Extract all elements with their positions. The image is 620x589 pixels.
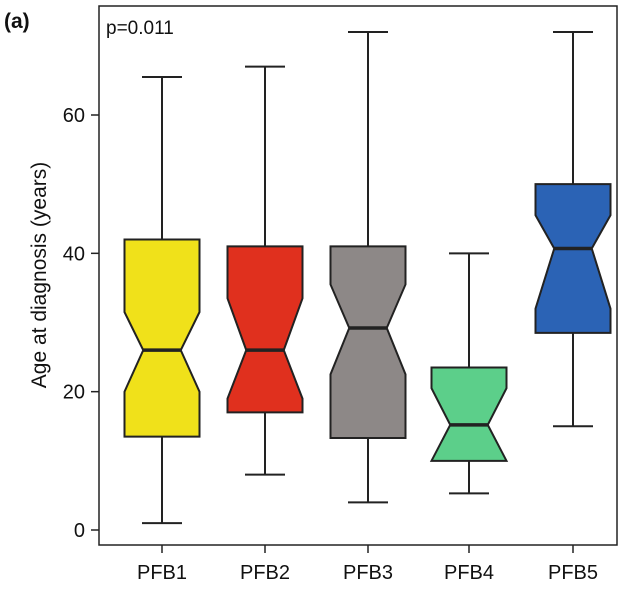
x-tick-label: PFB2 bbox=[240, 562, 290, 584]
box-pfb1 bbox=[123, 75, 201, 525]
y-tick-label: 0 bbox=[74, 520, 85, 542]
x-tick-label: PFB3 bbox=[343, 562, 393, 584]
box-pfb5 bbox=[534, 31, 612, 428]
box-body bbox=[226, 245, 304, 414]
box-body bbox=[534, 183, 612, 334]
y-tick-label: 60 bbox=[63, 105, 85, 127]
box-pfb4 bbox=[429, 252, 509, 495]
boxes-group bbox=[123, 31, 612, 525]
y-tick-label: 40 bbox=[63, 243, 85, 265]
panel-label: (a) bbox=[4, 10, 30, 33]
box-body bbox=[329, 245, 407, 440]
p-value-annotation: p=0.011 bbox=[106, 18, 174, 39]
y-axis: 0 20 40 60 bbox=[63, 105, 99, 542]
box-body bbox=[123, 238, 201, 438]
x-axis: PFB1 PFB2 PFB3 PFB4 PFB5 bbox=[137, 545, 598, 584]
x-tick-label: PFB5 bbox=[548, 562, 598, 584]
x-tick-label: PFB1 bbox=[137, 562, 187, 584]
x-tick-label: PFB4 bbox=[444, 562, 494, 584]
y-tick-label: 20 bbox=[63, 382, 85, 404]
plot-frame bbox=[98, 5, 618, 546]
box-pfb3 bbox=[329, 31, 407, 504]
y-axis-label: Age at diagnosis (years) bbox=[28, 162, 51, 388]
box-body bbox=[429, 366, 509, 462]
box-pfb2 bbox=[226, 65, 304, 476]
